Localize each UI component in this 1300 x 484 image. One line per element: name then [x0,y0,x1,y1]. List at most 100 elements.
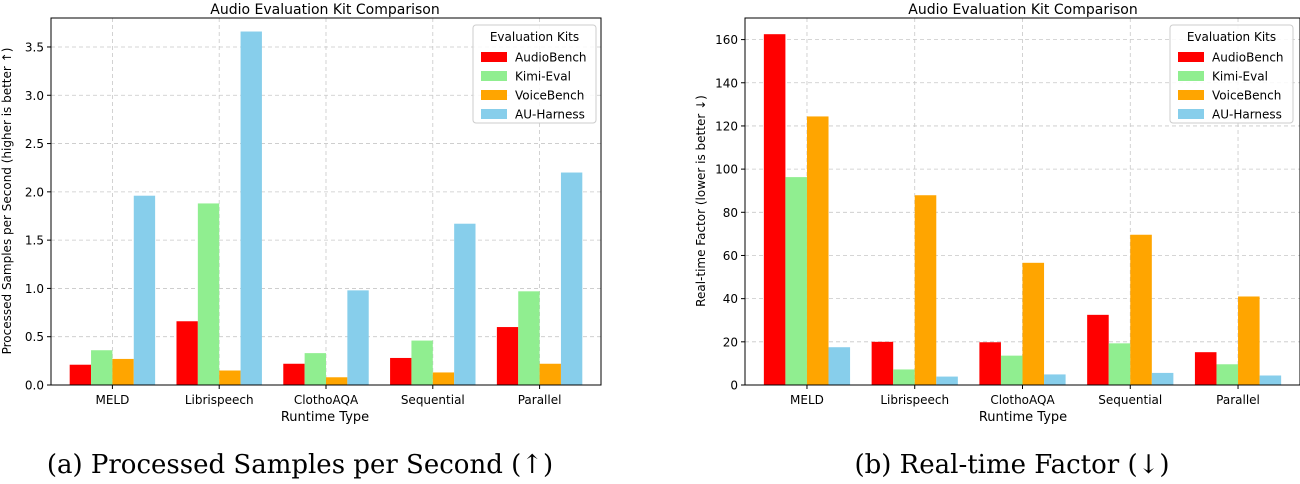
y-tick-label: 0.5 [25,330,44,344]
legend-swatch [1178,71,1204,81]
x-tick-label: MELD [95,393,129,407]
y-axis-label: Processed Samples per Second (higher is … [0,48,14,355]
caption-left: (a) Processed Samples per Second (↑) [46,450,554,480]
x-tick-label: ClothoAQA [990,393,1055,407]
bar-voicebench-librispeech [914,195,937,385]
bar-voicebench-clothoaqa [326,377,348,385]
y-tick-label: 2.0 [25,185,44,199]
bar-voicebench-meld [112,358,134,385]
legend-title: Evaluation Kits [490,30,579,44]
y-tick-label: 1.0 [25,282,44,296]
x-tick-label: Librispeech [880,393,949,407]
bar-audiobench-parallel [496,327,519,385]
bar-audiobench-librispeech [871,341,894,385]
y-tick-label: 80 [723,206,738,220]
bar-au-harness-parallel [560,172,583,385]
y-tick-label: 3.0 [25,89,44,103]
x-tick-label: Librispeech [185,393,254,407]
y-tick-label: 140 [715,76,738,90]
chart-title: Audio Evaluation Kit Comparison [210,2,439,18]
y-tick-label: 20 [723,335,738,349]
bar-kimi-eval-parallel [1216,364,1239,385]
bar-audiobench-parallel [1194,352,1217,385]
bar-voicebench-sequential [1130,234,1152,385]
legend-label: Kimi-Eval [515,70,571,84]
bar-au-harness-clothoaqa [347,290,369,385]
chart-real-time-factor: Audio Evaluation Kit Comparison Runtime … [694,2,1300,425]
legend-title: Evaluation Kits [1187,30,1276,44]
x-tick-label: Parallel [518,393,562,407]
x-axis-label: Runtime Type [281,410,369,425]
y-tick-label: 160 [715,33,738,47]
bar-voicebench-parallel [539,363,561,385]
y-tick-label: 100 [715,163,738,177]
legend: Evaluation Kits AudioBench Kimi-Eval VoiceB… [472,24,597,124]
bar-voicebench-clothoaqa [1022,262,1045,385]
bar-kimi-eval-clothoaqa [304,353,326,385]
y-tick-label: 3.5 [25,40,44,54]
y-axis-label: Real-time Factor (lower is better ↓) [694,95,708,307]
bar-kimi-eval-librispeech [197,203,220,385]
bar-au-harness-meld [828,347,851,385]
x-tick-label: Sequential [401,393,465,407]
bar-voicebench-librispeech [219,370,241,385]
bar-audiobench-meld [763,34,786,386]
bar-voicebench-meld [806,116,829,385]
bar-audiobench-clothoaqa [283,363,305,385]
bar-kimi-eval-meld [91,350,113,385]
legend-label: VoiceBench [1212,89,1281,103]
legend-label: AU-Harness [515,108,585,122]
bar-audiobench-clothoaqa [979,342,1001,385]
legend-label: VoiceBench [515,89,584,103]
y-tick-label: 40 [723,292,738,306]
x-tick-label: Sequential [1098,393,1162,407]
legend: Evaluation Kits AudioBench Kimi-Eval VoiceB… [1169,24,1294,124]
bars [69,31,583,385]
y-tick-label: 2.5 [25,137,44,151]
chart-processed-samples: Audio Evaluation Kit Comparison Runtime … [0,2,602,425]
axes: 0 20 40 60 80 100 120 140 160 MELD Librispeech Clot… [715,17,1300,407]
legend-swatch [481,52,507,62]
legend-swatch [481,90,507,100]
chart-title: Audio Evaluation Kit Comparison [908,2,1137,18]
bar-kimi-eval-meld [785,177,807,385]
legend-label: AudioBench [515,51,587,65]
bar-voicebench-sequential [432,372,455,385]
bar-kimi-eval-clothoaqa [1000,355,1023,385]
caption-right: (b) Real-time Factor (↓) [854,450,1170,480]
bar-kimi-eval-sequential [1108,343,1131,385]
bar-voicebench-parallel [1238,296,1260,385]
y-tick-label: 1.5 [25,234,44,248]
bar-audiobench-librispeech [176,321,198,385]
bar-au-harness-sequential [1151,372,1174,385]
y-tick-label: 0 [730,379,738,393]
x-tick-label: Parallel [1216,393,1260,407]
legend-swatch [1178,52,1204,62]
bar-audiobench-sequential [390,357,412,385]
bar-au-harness-parallel [1259,375,1282,385]
legend-label: Kimi-Eval [1212,70,1268,84]
bar-au-harness-librispeech [240,31,262,385]
bar-au-harness-librispeech [936,376,958,385]
bar-audiobench-meld [69,364,92,385]
bar-au-harness-sequential [454,223,476,385]
y-tick-label: 60 [723,249,738,263]
x-tick-label: MELD [790,393,824,407]
legend-swatch [481,71,507,81]
legend-label: AudioBench [1212,51,1284,65]
y-tick-label: 120 [715,119,738,133]
bar-au-harness-clothoaqa [1044,374,1066,385]
x-axis-label: Runtime Type [979,410,1067,425]
x-tick-label: ClothoAQA [294,393,359,407]
legend-label: AU-Harness [1212,108,1282,122]
bar-audiobench-sequential [1087,314,1109,385]
bars [763,34,1282,386]
y-tick-label: 0.0 [25,379,44,393]
bar-kimi-eval-sequential [411,340,433,385]
legend-swatch [1178,90,1204,100]
bar-kimi-eval-parallel [518,291,540,385]
axes: 0.0 0.5 1.0 1.5 2.0 2.5 3.0 3.5 MELD Librispeech C… [25,17,602,407]
legend-swatch [481,109,507,119]
bar-au-harness-meld [133,195,156,385]
